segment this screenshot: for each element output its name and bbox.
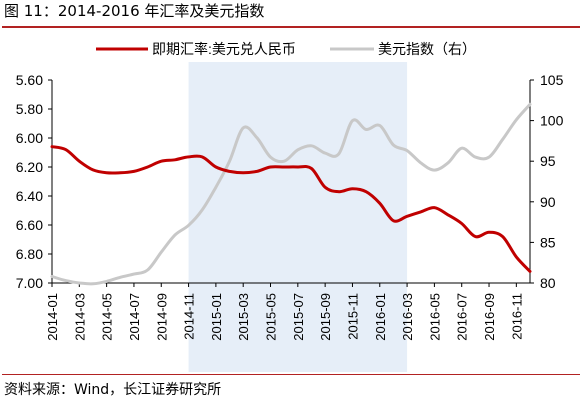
legend-label-2: 美元指数（右） bbox=[378, 41, 476, 57]
x-tick-label: 2014-11 bbox=[182, 293, 197, 340]
left-tick-label: 6.80 bbox=[16, 246, 43, 262]
left-tick-label: 6.60 bbox=[16, 217, 43, 233]
right-tick-label: 90 bbox=[540, 194, 556, 210]
chart: 5.60 5.80 6.00 6.20 6.40 6.60 6.80 7.00 80 85 90 95… bbox=[16, 41, 564, 372]
shaded-region bbox=[188, 62, 408, 372]
figure-title: 图 11：2014-2016 年汇率及美元指数 bbox=[4, 2, 265, 20]
legend: 即期汇率:美元兑人民币 美元指数（右） bbox=[96, 41, 476, 57]
right-tick-label: 100 bbox=[540, 113, 564, 129]
x-tick-label: 2015-05 bbox=[264, 293, 279, 341]
x-tick-label: 2016-07 bbox=[455, 293, 470, 341]
series-layer bbox=[50, 102, 532, 286]
right-tick-label: 80 bbox=[540, 275, 556, 291]
right-tick-label: 95 bbox=[540, 153, 556, 169]
x-tick-label: 2015-07 bbox=[291, 293, 306, 341]
series-line-dollar-index bbox=[50, 102, 532, 286]
x-tick-label: 2016-05 bbox=[427, 293, 442, 341]
left-tick-label: 6.00 bbox=[16, 130, 43, 146]
x-tick-label: 2015-01 bbox=[209, 293, 224, 341]
legend-label-1: 即期汇率:美元兑人民币 bbox=[152, 41, 296, 57]
left-tick-label: 5.80 bbox=[16, 101, 43, 117]
x-tick-label: 2016-03 bbox=[400, 293, 415, 341]
series-line-cny-rate bbox=[50, 145, 532, 273]
x-tick-label: 2015-09 bbox=[318, 293, 333, 341]
right-tick-label: 85 bbox=[540, 234, 556, 250]
x-tick-label: 2015-03 bbox=[236, 293, 251, 341]
x-tick-label: 2014-07 bbox=[127, 293, 142, 341]
x-tick-label: 2014-09 bbox=[154, 293, 169, 341]
axes bbox=[48, 79, 534, 287]
x-tick-label: 2016-09 bbox=[482, 293, 497, 341]
x-tick-label: 2016-01 bbox=[373, 293, 388, 341]
x-tick-label: 2014-01 bbox=[45, 293, 60, 341]
right-tick-label: 105 bbox=[540, 72, 564, 88]
left-tick-label: 6.20 bbox=[16, 159, 43, 175]
source-divider bbox=[2, 374, 580, 375]
x-tick-label: 2014-03 bbox=[72, 293, 87, 341]
left-tick-label: 7.00 bbox=[16, 275, 43, 291]
x-tick-label: 2015-11 bbox=[345, 293, 360, 340]
shaded-region-layer bbox=[188, 62, 408, 372]
left-tick-label: 6.40 bbox=[16, 188, 43, 204]
tick-labels: 5.60 5.80 6.00 6.20 6.40 6.60 6.80 7.00 80 85 90 95… bbox=[16, 72, 564, 341]
title-divider bbox=[2, 26, 580, 28]
x-tick-label: 2016-11 bbox=[509, 293, 524, 340]
figure-source: 资料来源：Wind，长江证券研究所 bbox=[4, 382, 222, 398]
x-tick-label: 2014-05 bbox=[100, 293, 115, 341]
left-tick-label: 5.60 bbox=[16, 72, 43, 88]
